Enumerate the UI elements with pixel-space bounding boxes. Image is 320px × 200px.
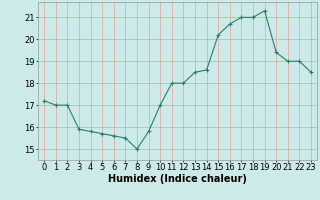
X-axis label: Humidex (Indice chaleur): Humidex (Indice chaleur) bbox=[108, 174, 247, 184]
